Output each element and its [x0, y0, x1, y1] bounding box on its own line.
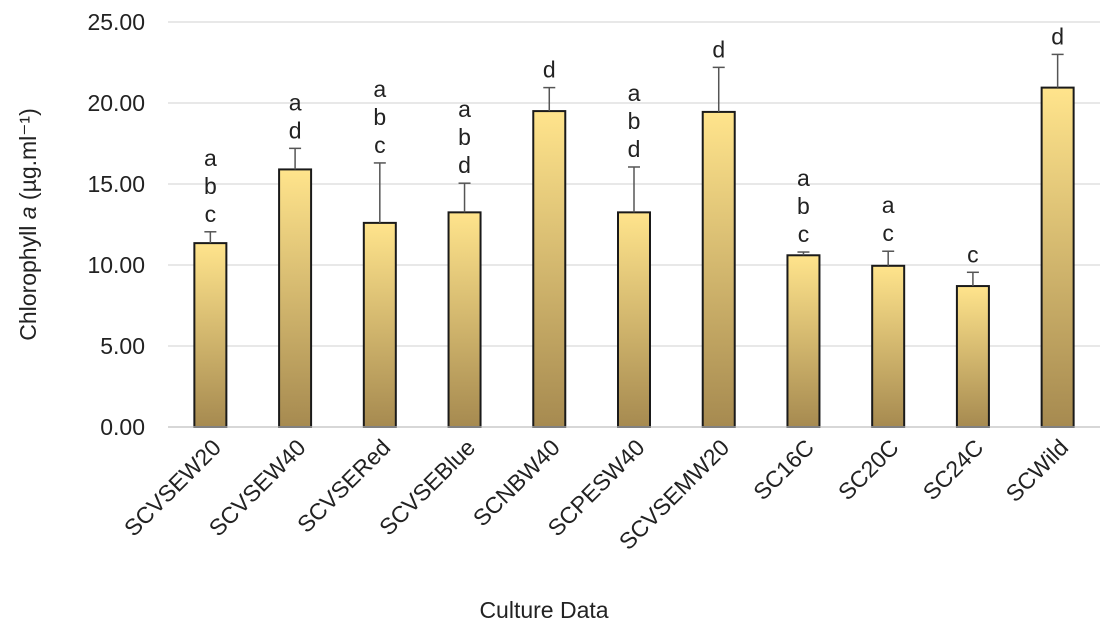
significance-letter: a	[458, 96, 471, 122]
y-tick-label: 15.00	[87, 171, 145, 197]
x-axis-categories: SCVSEW20SCVSEW40SCVSERedSCVSEBlueSCNBW40…	[119, 434, 1073, 555]
y-axis-title-prefix: Chlorophyll	[15, 219, 41, 340]
significance-letter: d	[1051, 23, 1064, 49]
bar	[278, 168, 313, 428]
significance-letter: d	[458, 152, 471, 178]
y-tick-label: 0.00	[100, 414, 145, 440]
significance-letter: a	[882, 192, 895, 218]
significance-letter: b	[204, 173, 217, 199]
bar	[1040, 86, 1075, 429]
bars	[193, 86, 1075, 429]
significance-letter: a	[373, 76, 386, 102]
y-tick-label: 25.00	[87, 9, 145, 35]
significance-letter: a	[289, 89, 302, 115]
bar	[617, 211, 651, 428]
significance-letter: d	[712, 36, 725, 62]
significance-letter: b	[628, 108, 641, 134]
significance-letter: a	[204, 145, 217, 171]
bar	[447, 211, 482, 428]
significance-letter: b	[458, 124, 471, 150]
significance-letter: d	[289, 117, 302, 143]
bar	[532, 110, 567, 428]
significance-letter: b	[373, 104, 386, 130]
x-category-label: SCWild	[1001, 434, 1074, 507]
y-tick-label: 20.00	[87, 90, 145, 116]
y-tick-label: 10.00	[87, 252, 145, 278]
bar	[955, 285, 990, 428]
bar	[786, 254, 821, 428]
error-bars	[204, 53, 1064, 287]
significance-letter: c	[205, 201, 217, 227]
bar	[362, 221, 397, 428]
y-axis-title-suffix: (µg.ml⁻¹)	[15, 108, 41, 206]
y-axis-ticks: 0.00 5.00 10.00 15.00 20.00 25.00	[87, 9, 145, 440]
significance-letter: a	[628, 80, 641, 106]
bar	[871, 264, 906, 428]
significance-letter: a	[797, 165, 810, 191]
y-axis-title: Chlorophyll a (µg.ml⁻¹)	[15, 108, 41, 340]
significance-letter: b	[797, 193, 810, 219]
significance-letter: d	[628, 136, 641, 162]
x-category-label: SC16C	[748, 434, 819, 505]
x-category-label: SC24C	[918, 434, 989, 505]
significance-letter: c	[374, 132, 386, 158]
significance-letter: c	[967, 241, 979, 267]
bar	[193, 242, 228, 428]
significance-letter: c	[882, 220, 894, 246]
bar	[701, 110, 736, 428]
y-tick-label: 5.00	[100, 333, 145, 359]
significance-letter: c	[798, 221, 810, 247]
significance-letter: d	[543, 57, 556, 83]
y-axis-title-italic: a	[15, 206, 41, 219]
x-category-label: SC20C	[833, 434, 904, 505]
x-axis-title: Culture Data	[479, 597, 608, 623]
